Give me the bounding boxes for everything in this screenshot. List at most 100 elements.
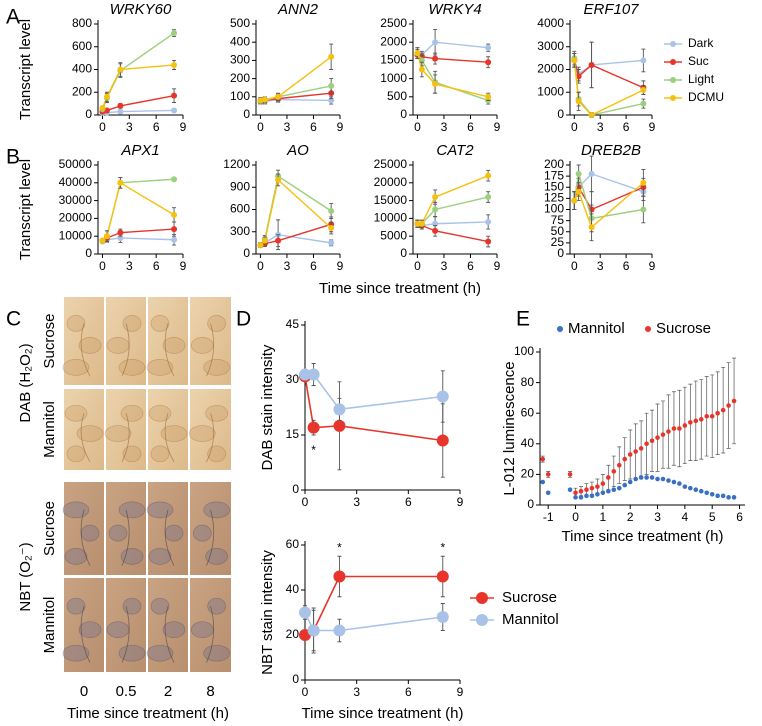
data-point bbox=[171, 61, 178, 68]
data-point bbox=[432, 81, 439, 88]
photo bbox=[190, 578, 231, 672]
seedling-stem bbox=[121, 413, 130, 463]
chart-title: DREB2B bbox=[581, 142, 641, 159]
data-point bbox=[573, 490, 578, 496]
data-point bbox=[540, 456, 546, 462]
y-axis-label: NBT stain intensity bbox=[259, 550, 276, 675]
data-point bbox=[432, 227, 439, 234]
column-label: 8 bbox=[206, 683, 214, 700]
x-tick-label: 6 bbox=[736, 510, 743, 524]
data-point bbox=[606, 475, 611, 480]
data-point bbox=[638, 475, 644, 480]
data-point bbox=[307, 624, 320, 637]
data-point bbox=[485, 93, 492, 100]
seedling-leaf bbox=[118, 644, 146, 662]
data-point bbox=[103, 93, 110, 100]
data-point bbox=[328, 53, 335, 60]
series-line bbox=[573, 173, 644, 220]
series-line bbox=[304, 376, 443, 442]
panel-label: E bbox=[516, 308, 530, 331]
y-axis-label: DAB stain intensity bbox=[259, 344, 276, 470]
data-point bbox=[704, 490, 710, 496]
seedling-leaf bbox=[190, 337, 214, 354]
y-tick-label: 1200 bbox=[223, 157, 250, 171]
data-point bbox=[649, 475, 655, 480]
seedling-leaf bbox=[66, 597, 86, 615]
y-tick-label: 2500 bbox=[380, 16, 407, 30]
x-tick-label: 6 bbox=[153, 120, 160, 134]
data-point bbox=[171, 226, 178, 233]
y-tick-label: 200 bbox=[230, 71, 250, 85]
seedling-leaf bbox=[205, 548, 228, 565]
significance-mark: * bbox=[337, 540, 342, 554]
row-label: Sucrose bbox=[41, 313, 58, 368]
data-point bbox=[688, 420, 693, 425]
data-point bbox=[611, 487, 617, 493]
data-point bbox=[638, 446, 644, 451]
x-tick-label: 6 bbox=[467, 259, 474, 273]
y-tick-label: 15000 bbox=[374, 193, 408, 207]
data-point bbox=[731, 398, 737, 404]
data-point bbox=[275, 176, 282, 183]
seedling-leaf bbox=[66, 315, 86, 332]
data-point bbox=[432, 55, 439, 62]
data-point bbox=[644, 441, 649, 447]
data-point bbox=[578, 488, 584, 494]
data-point bbox=[589, 493, 595, 499]
y-tick-label: 600 bbox=[230, 202, 250, 216]
data-point bbox=[328, 239, 335, 246]
x-tick-label: 3 bbox=[353, 685, 360, 699]
y-tick-label: 125 bbox=[544, 191, 564, 205]
data-point bbox=[698, 488, 704, 494]
y-tick-label: 45 bbox=[286, 317, 300, 331]
photo bbox=[64, 482, 104, 575]
x-axis-label: Time since treatment (h) bbox=[562, 528, 724, 545]
data-point bbox=[627, 479, 633, 485]
photo bbox=[106, 482, 146, 575]
seedling-stem bbox=[80, 509, 91, 566]
x-tick-label: 9 bbox=[494, 120, 501, 134]
x-tick-label: 0 bbox=[414, 259, 421, 273]
chart-title: APX1 bbox=[120, 142, 159, 159]
y-tick-label: 50 bbox=[551, 224, 565, 238]
data-point bbox=[720, 493, 726, 499]
y-tick-label: 0 bbox=[85, 107, 92, 121]
panel-label: B bbox=[6, 146, 20, 169]
seedling-stem bbox=[206, 509, 215, 566]
x-tick-label: 6 bbox=[405, 685, 412, 699]
chart-title: WRKY60 bbox=[110, 1, 172, 18]
y-tick-label: 20 bbox=[286, 627, 300, 641]
data-point bbox=[171, 107, 178, 114]
significance-mark: * bbox=[440, 540, 445, 554]
series-line bbox=[102, 109, 175, 114]
y-tick-label: 600 bbox=[72, 39, 92, 53]
y-tick-label: 2000 bbox=[537, 62, 564, 76]
panel-label: D bbox=[236, 308, 251, 331]
data-point bbox=[257, 242, 264, 249]
chart: 0 15 30 45 0 3 6 9 DAB stain intensity * bbox=[259, 317, 464, 509]
seedling-leaf bbox=[122, 445, 142, 463]
data-point bbox=[588, 112, 595, 118]
series-line bbox=[573, 60, 644, 116]
data-point bbox=[640, 179, 647, 186]
data-point bbox=[660, 432, 666, 437]
photo bbox=[106, 389, 146, 470]
y-tick-label: 500 bbox=[230, 16, 250, 30]
data-point bbox=[99, 237, 106, 244]
seedling-stem bbox=[206, 413, 215, 463]
data-point bbox=[622, 456, 628, 462]
x-tick-label: 3 bbox=[441, 120, 448, 134]
legend-marker bbox=[557, 326, 563, 332]
x-tick-label: 3 bbox=[597, 120, 604, 134]
data-point bbox=[622, 482, 628, 488]
y-tick-label: 15 bbox=[286, 427, 300, 441]
series-line bbox=[417, 54, 489, 63]
seedling-leaf bbox=[108, 524, 128, 542]
seedling-leaf bbox=[76, 425, 104, 442]
x-tick-label: 0 bbox=[414, 120, 421, 134]
seedling-leaf bbox=[146, 644, 174, 662]
data-point bbox=[333, 570, 346, 583]
seedling-stem bbox=[164, 606, 175, 663]
data-point bbox=[715, 493, 720, 499]
data-point bbox=[571, 57, 578, 64]
